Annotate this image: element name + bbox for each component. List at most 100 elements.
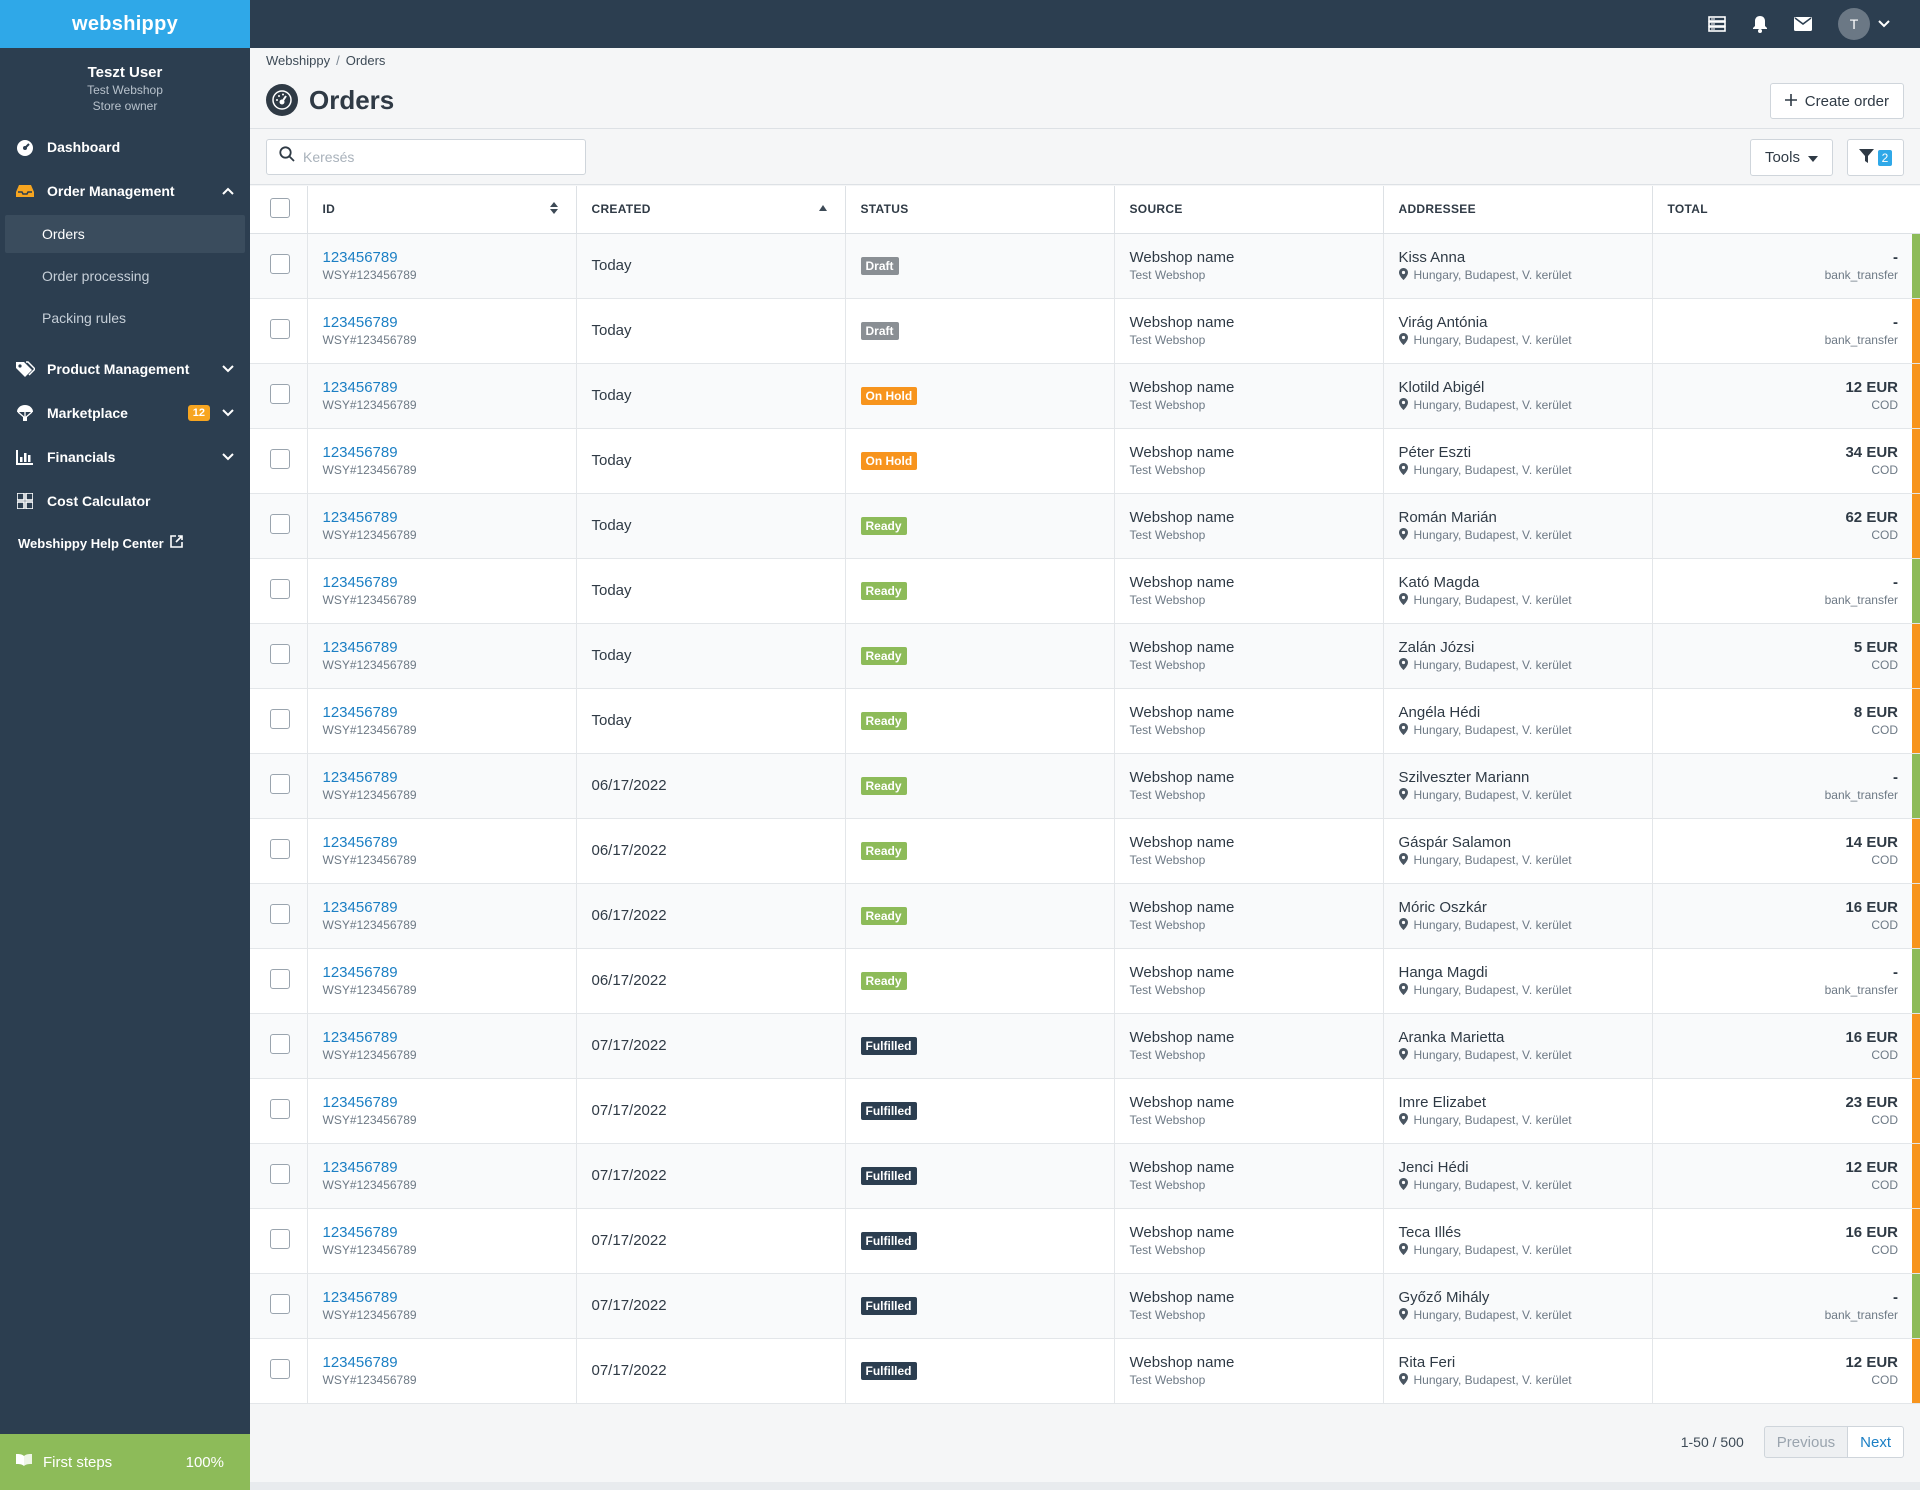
table-row[interactable]: 123456789 WSY#123456789 Today Ready Webshop …: [250, 688, 1920, 754]
order-id-link[interactable]: 123456789: [322, 509, 398, 526]
row-checkbox[interactable]: [270, 838, 290, 859]
create-order-button[interactable]: Create order: [1769, 83, 1904, 119]
row-checkbox[interactable]: [270, 1098, 290, 1119]
order-id-link[interactable]: 123456789: [322, 704, 398, 721]
payment-method: COD: [1871, 1048, 1898, 1062]
table-row[interactable]: 123456789 WSY#123456789 Today Draft Webshop …: [250, 233, 1920, 299]
nav-financials[interactable]: Financials: [0, 435, 250, 479]
table-row[interactable]: 123456789 WSY#123456789 Today Draft Webshop …: [250, 298, 1920, 364]
nav-marketplace[interactable]: Marketplace 12: [0, 391, 250, 435]
header-id[interactable]: ID: [307, 186, 577, 234]
header-total[interactable]: TOTAL: [1652, 186, 1920, 234]
order-id-link[interactable]: 123456789: [322, 1354, 398, 1371]
row-checkbox[interactable]: [270, 643, 290, 664]
table-row[interactable]: 123456789 WSY#123456789 06/17/2022 Ready Web…: [250, 883, 1920, 949]
row-checkbox[interactable]: [270, 513, 290, 534]
order-id-link[interactable]: 123456789: [322, 639, 398, 656]
row-checkbox[interactable]: [270, 1293, 290, 1314]
total-amount: 62 EUR: [1845, 509, 1898, 526]
filter-button[interactable]: 2: [1847, 139, 1904, 176]
horizontal-scrollbar[interactable]: [250, 1482, 1920, 1490]
row-select-cell: [250, 688, 308, 754]
order-id-link[interactable]: 123456789: [322, 1094, 398, 1111]
table-row[interactable]: 123456789 WSY#123456789 Today On Hold Websho…: [250, 428, 1920, 494]
breadcrumb-root[interactable]: Webshippy: [266, 52, 331, 68]
row-checkbox[interactable]: [270, 708, 290, 729]
row-checkbox[interactable]: [270, 1033, 290, 1054]
order-id-link[interactable]: 123456789: [322, 314, 398, 331]
created-date: 06/17/2022: [591, 777, 667, 794]
created-date: 07/17/2022: [591, 1037, 667, 1054]
order-id-link[interactable]: 123456789: [322, 1289, 398, 1306]
next-page-button[interactable]: Next: [1848, 1426, 1904, 1458]
row-checkbox[interactable]: [270, 1163, 290, 1184]
breadcrumb: Webshippy / Orders: [250, 48, 1920, 72]
cell-addressee: Angéla Hédi Hungary, Budapest, V. kerület: [1383, 688, 1653, 754]
first-steps-bar[interactable]: First steps 100%: [0, 1434, 250, 1490]
cell-id: 123456789 WSY#123456789: [307, 1338, 577, 1404]
table-row[interactable]: 123456789 WSY#123456789 Today Ready Webshop …: [250, 623, 1920, 689]
nav-cost-calculator[interactable]: Cost Calculator: [0, 479, 250, 523]
row-checkbox[interactable]: [270, 578, 290, 599]
table-row[interactable]: 123456789 WSY#123456789 07/17/2022 Fulfille…: [250, 1078, 1920, 1144]
status-badge: Ready: [860, 971, 907, 990]
subnav-order-processing[interactable]: Order processing: [42, 268, 150, 284]
order-id-link[interactable]: 123456789: [322, 379, 398, 396]
order-id-link[interactable]: 123456789: [322, 899, 398, 916]
bell-icon[interactable]: [1752, 15, 1768, 33]
nav-product-management[interactable]: Product Management: [0, 347, 250, 391]
row-checkbox[interactable]: [270, 253, 290, 274]
address-line: Hungary, Budapest, V. kerület: [1398, 1047, 1652, 1063]
header-created[interactable]: CREATED: [576, 186, 846, 234]
table-row[interactable]: 123456789 WSY#123456789 06/17/2022 Ready Web…: [250, 818, 1920, 884]
order-id-link[interactable]: 123456789: [322, 1224, 398, 1241]
table-row[interactable]: 123456789 WSY#123456789 07/17/2022 Fulfille…: [250, 1338, 1920, 1404]
cell-id: 123456789 WSY#123456789: [307, 1208, 577, 1274]
row-checkbox[interactable]: [270, 968, 290, 989]
header-source[interactable]: SOURCE: [1114, 186, 1384, 234]
table-row[interactable]: 123456789 WSY#123456789 07/17/2022 Fulfille…: [250, 1208, 1920, 1274]
row-checkbox[interactable]: [270, 383, 290, 404]
subnav-packing-rules[interactable]: Packing rules: [42, 310, 127, 326]
row-checkbox[interactable]: [270, 1358, 290, 1379]
user-menu[interactable]: T: [1838, 8, 1890, 40]
order-ref: WSY#123456789: [322, 528, 417, 542]
row-checkbox[interactable]: [270, 773, 290, 794]
table-row[interactable]: 123456789 WSY#123456789 06/17/2022 Ready Web…: [250, 753, 1920, 819]
row-checkbox[interactable]: [270, 1228, 290, 1249]
header-addressee[interactable]: ADDRESSEE: [1383, 186, 1653, 234]
header-status[interactable]: STATUS: [845, 186, 1115, 234]
order-id-link[interactable]: 123456789: [322, 444, 398, 461]
search-input[interactable]: [303, 148, 573, 165]
order-id-link[interactable]: 123456789: [322, 249, 398, 266]
tools-dropdown[interactable]: Tools: [1749, 139, 1833, 176]
envelope-icon[interactable]: [1794, 17, 1812, 31]
previous-page-button[interactable]: Previous: [1763, 1426, 1849, 1458]
row-checkbox[interactable]: [270, 903, 290, 924]
help-center-link[interactable]: Webshippy Help Center: [0, 523, 250, 563]
cell-id: 123456789 WSY#123456789: [307, 688, 577, 754]
order-id-link[interactable]: 123456789: [322, 574, 398, 591]
order-id-link[interactable]: 123456789: [322, 964, 398, 981]
order-id-link[interactable]: 123456789: [322, 1159, 398, 1176]
brand-logo[interactable]: webshippy: [0, 0, 250, 48]
order-id-link[interactable]: 123456789: [322, 769, 398, 786]
table-row[interactable]: 123456789 WSY#123456789 Today On Hold Websho…: [250, 363, 1920, 429]
row-checkbox[interactable]: [270, 318, 290, 339]
table-row[interactable]: 123456789 WSY#123456789 07/17/2022 Fulfille…: [250, 1273, 1920, 1339]
nav-order-management[interactable]: Order Management: [0, 169, 250, 213]
order-id-link[interactable]: 123456789: [322, 834, 398, 851]
row-checkbox[interactable]: [270, 448, 290, 469]
nav-dashboard[interactable]: Dashboard: [0, 125, 250, 169]
storage-icon[interactable]: [1708, 16, 1726, 32]
cell-id: 123456789 WSY#123456789: [307, 558, 577, 624]
table-row[interactable]: 123456789 WSY#123456789 07/17/2022 Fulfille…: [250, 1143, 1920, 1209]
table-row[interactable]: 123456789 WSY#123456789 Today Ready Webshop …: [250, 493, 1920, 559]
search-box[interactable]: [266, 138, 586, 175]
order-id-link[interactable]: 123456789: [322, 1029, 398, 1046]
select-all-checkbox[interactable]: [270, 197, 290, 218]
subnav-orders[interactable]: Orders: [5, 215, 245, 253]
table-row[interactable]: 123456789 WSY#123456789 Today Ready Webshop …: [250, 558, 1920, 624]
table-row[interactable]: 123456789 WSY#123456789 07/17/2022 Fulfille…: [250, 1013, 1920, 1079]
table-row[interactable]: 123456789 WSY#123456789 06/17/2022 Ready Web…: [250, 948, 1920, 1014]
